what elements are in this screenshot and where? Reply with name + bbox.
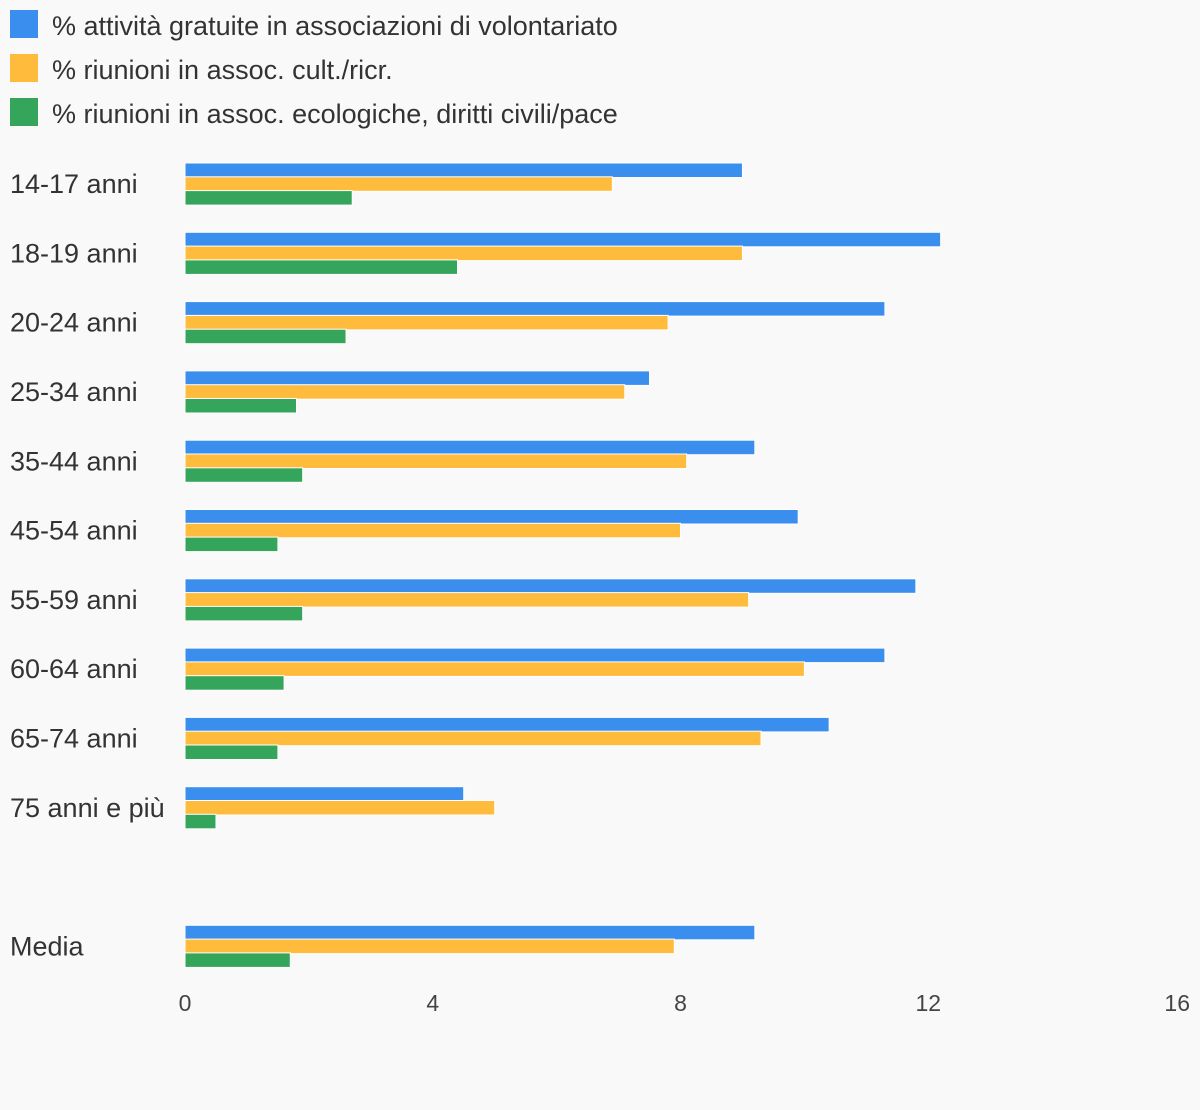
bar-series-2: [184, 384, 626, 400]
bar-series-2: [184, 592, 750, 608]
bar-series-1: [184, 578, 917, 594]
bar-series-3: [184, 467, 304, 483]
category-label: 65-74 anni: [10, 723, 138, 753]
category-label: 75 anni e più: [10, 793, 165, 823]
bar-series-3: [184, 398, 297, 414]
bar-series-2: [184, 938, 675, 955]
legend-swatch-3: [10, 98, 38, 126]
bar-series-1: [184, 439, 756, 456]
bar-series-3: [184, 190, 353, 206]
bar-series-3: [184, 259, 459, 275]
legend: % attività gratuite in associazioni di v…: [10, 10, 618, 129]
bar-series-2: [184, 245, 743, 262]
x-tick-label: 0: [179, 990, 192, 1016]
bars: [184, 162, 942, 968]
legend-label-1: % attività gratuite in associazioni di v…: [52, 11, 618, 41]
bar-series-1: [184, 231, 942, 248]
legend-swatch-1: [10, 10, 38, 38]
bar-series-2: [184, 176, 613, 192]
bar-series-1: [184, 716, 830, 733]
category-labels: 14-17 anni 18-19 anni 20-24 anni 25-34 anni…: [10, 169, 165, 961]
bar-series-1: [184, 924, 756, 941]
bar-series-3: [184, 744, 279, 760]
bar-series-2: [184, 730, 762, 747]
legend-label-3: % riunioni in assoc. ecologiche, diritti…: [52, 99, 618, 129]
bar-series-2: [184, 522, 681, 539]
x-tick-label: 12: [915, 990, 941, 1016]
category-label: Media: [10, 931, 85, 961]
bar-series-1: [184, 647, 886, 664]
category-label: 20-24 anni: [10, 308, 138, 338]
bar-series-1: [184, 509, 799, 525]
bar-series-3: [184, 536, 279, 553]
bar-series-3: [184, 813, 217, 830]
legend-swatch-2: [10, 54, 38, 82]
x-tick-label: 16: [1164, 990, 1190, 1016]
category-label: 45-54 anni: [10, 516, 138, 546]
bar-series-2: [184, 800, 496, 816]
category-label: 35-44 anni: [10, 446, 138, 476]
category-label: 60-64 anni: [10, 654, 138, 684]
bar-series-3: [184, 605, 304, 622]
category-label: 18-19 anni: [10, 238, 138, 268]
bar-series-3: [184, 952, 291, 968]
bar-series-1: [184, 301, 886, 317]
x-tick-label: 4: [426, 990, 439, 1016]
bar-series-1: [184, 162, 743, 178]
bar-series-2: [184, 661, 805, 677]
bar-series-1: [184, 786, 465, 802]
category-label: 14-17 anni: [10, 169, 138, 199]
category-label: 25-34 anni: [10, 377, 138, 407]
bar-series-3: [184, 675, 285, 691]
legend-label-2: % riunioni in assoc. cult./ricr.: [52, 55, 393, 85]
category-label: 55-59 anni: [10, 585, 138, 615]
x-axis: 0 4 8 12 16: [179, 990, 1190, 1016]
bar-series-2: [184, 314, 669, 331]
bar-series-3: [184, 328, 347, 345]
bar-series-1: [184, 370, 651, 386]
x-tick-label: 8: [674, 990, 687, 1016]
bar-series-2: [184, 453, 688, 469]
